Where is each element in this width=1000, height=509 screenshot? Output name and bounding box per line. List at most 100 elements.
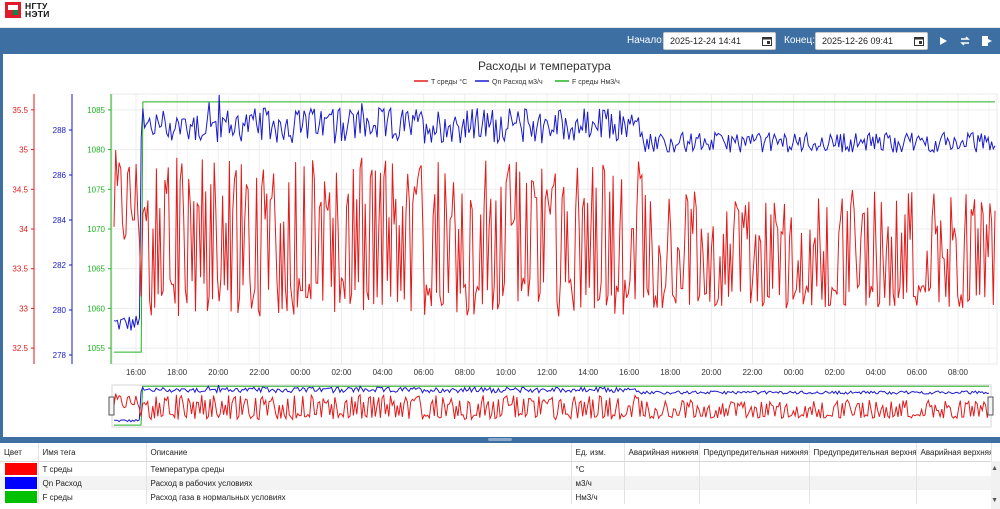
start-date-field[interactable] xyxy=(663,32,776,50)
x-tick-label: 14:00 xyxy=(578,368,599,377)
unit-cell: Нм3/ч xyxy=(571,490,625,504)
splitter-handle[interactable] xyxy=(488,438,512,441)
end-date-field[interactable] xyxy=(815,32,928,50)
logo-line2: НЭТИ xyxy=(25,9,50,19)
y-tick-label: 1075 xyxy=(87,185,105,194)
threshold-cell xyxy=(699,476,810,490)
threshold-cell xyxy=(624,461,700,476)
scroll-down-icon[interactable]: ▼ xyxy=(991,497,998,504)
column-header[interactable]: Ед. изм. xyxy=(571,443,625,462)
column-header[interactable]: Предупредительная нижняя xyxy=(699,443,810,462)
logo-text: НГТУ НЭТИ xyxy=(25,1,50,19)
y-tick-label: 284 xyxy=(53,216,67,225)
y-tick-label: 1080 xyxy=(87,146,105,155)
logo-line1: НГТУ xyxy=(25,1,48,11)
x-tick-label: 16:00 xyxy=(126,368,147,377)
x-tick-label: 22:00 xyxy=(249,368,270,377)
navigator-left-handle[interactable] xyxy=(108,396,115,416)
calendar-icon[interactable] xyxy=(914,36,924,46)
legend-entry: T среды °C xyxy=(431,78,467,86)
x-tick-label: 18:00 xyxy=(660,368,681,377)
description-cell: Расход в рабочих условиях xyxy=(146,476,572,490)
y-tick-label: 34.5 xyxy=(12,185,28,194)
threshold-cell xyxy=(624,490,700,504)
table-header-row: Цвет Имя тега Описание Ед. изм. Аварийная ни… xyxy=(0,443,992,462)
color-cell xyxy=(0,490,39,504)
x-tick-label: 10:00 xyxy=(496,368,517,377)
threshold-cell xyxy=(809,461,917,476)
y-tick-label: 280 xyxy=(53,306,67,315)
x-tick-label: 06:00 xyxy=(414,368,435,377)
description-cell: Расход газа в нормальных условиях xyxy=(146,490,572,504)
y-tick-label: 286 xyxy=(53,171,67,180)
y-tick-label: 288 xyxy=(53,126,67,135)
column-header[interactable]: Аварийная верхняя xyxy=(916,443,992,462)
calendar-icon[interactable] xyxy=(762,36,772,46)
end-label: Конец: xyxy=(784,35,815,46)
x-tick-label: 00:00 xyxy=(290,368,311,377)
y-tick-label: 33 xyxy=(19,304,28,313)
top-header: НГТУ НЭТИ xyxy=(0,0,1000,28)
threshold-cell xyxy=(916,461,992,476)
start-date-input[interactable] xyxy=(670,36,756,46)
unit-cell: м3/ч xyxy=(571,476,625,490)
refresh-icon[interactable] xyxy=(958,34,972,48)
start-label: Начало: xyxy=(627,35,665,46)
threshold-cell xyxy=(809,490,917,504)
tags-table: Цвет Имя тега Описание Ед. изм. Аварийная ни… xyxy=(0,443,992,504)
x-tick-label: 20:00 xyxy=(701,368,722,377)
y-tick-label: 33.5 xyxy=(12,265,28,274)
scroll-up-icon[interactable]: ▲ xyxy=(991,465,998,472)
table-row[interactable]: F среды Расход газа в нормальных условиях… xyxy=(0,490,992,504)
end-date-input[interactable] xyxy=(822,36,908,46)
y-tick-label: 1070 xyxy=(87,225,105,234)
table-row[interactable]: Qn Расход Расход в рабочих условиях м3/ч xyxy=(0,476,992,490)
chart-svg[interactable]: Расходы и температура T среды °C Qn Расход… xyxy=(3,54,1000,438)
color-swatch xyxy=(5,463,37,475)
logo[interactable]: НГТУ НЭТИ xyxy=(5,2,50,18)
series-line-t-sredy xyxy=(113,149,996,317)
navigator-line-t-sredy xyxy=(113,393,990,421)
chart-title: Расходы и температура xyxy=(478,59,611,73)
y-tick-label: 1055 xyxy=(87,344,105,353)
color-swatch xyxy=(5,477,37,489)
x-tick-label: 20:00 xyxy=(208,368,229,377)
x-tick-label: 00:00 xyxy=(784,368,805,377)
navigator-right-handle[interactable] xyxy=(987,396,994,416)
logo-mark-icon xyxy=(5,2,21,18)
column-header[interactable]: Аварийная нижняя xyxy=(624,443,700,462)
threshold-cell xyxy=(916,476,992,490)
navigator-line-qn-rashod xyxy=(114,384,990,423)
x-tick-label: 04:00 xyxy=(866,368,887,377)
tag-name-cell: T среды xyxy=(38,461,147,476)
x-tick-label: 22:00 xyxy=(742,368,763,377)
tag-name-cell: F среды xyxy=(38,490,147,504)
legend-entry: Qn Расход м3/ч xyxy=(492,79,543,86)
column-header[interactable]: Описание xyxy=(146,443,572,462)
y-tick-label: 1085 xyxy=(87,106,105,115)
color-swatch xyxy=(5,491,37,503)
play-icon[interactable] xyxy=(936,34,950,48)
navigator-area xyxy=(111,384,992,428)
chart-panel: Расходы и температура T среды °C Qn Расход… xyxy=(0,54,1000,438)
series-line-f-sredy xyxy=(114,101,995,353)
column-header[interactable]: Цвет xyxy=(0,443,39,462)
column-header[interactable]: Предупредительная верхняя xyxy=(809,443,917,462)
table-row[interactable]: T среды Температура среды °C xyxy=(0,461,992,476)
x-tick-label: 06:00 xyxy=(907,368,928,377)
threshold-cell xyxy=(699,490,810,504)
y-tick-label: 32.5 xyxy=(12,344,28,353)
export-icon[interactable] xyxy=(980,34,994,48)
x-tick-label: 04:00 xyxy=(373,368,394,377)
y-tick-label: 282 xyxy=(53,261,67,270)
tag-name-cell: Qn Расход xyxy=(38,476,147,490)
y-tick-label: 35.5 xyxy=(12,106,28,115)
color-cell xyxy=(0,461,39,476)
x-tick-label: 12:00 xyxy=(537,368,558,377)
description-cell: Температура среды xyxy=(146,461,572,476)
column-header[interactable]: Имя тега xyxy=(38,443,147,462)
threshold-cell xyxy=(624,476,700,490)
tags-table-panel: Цвет Имя тега Описание Ед. изм. Аварийная ни… xyxy=(0,443,1000,509)
vertical-scrollbar[interactable] xyxy=(991,461,1000,509)
threshold-cell xyxy=(809,476,917,490)
